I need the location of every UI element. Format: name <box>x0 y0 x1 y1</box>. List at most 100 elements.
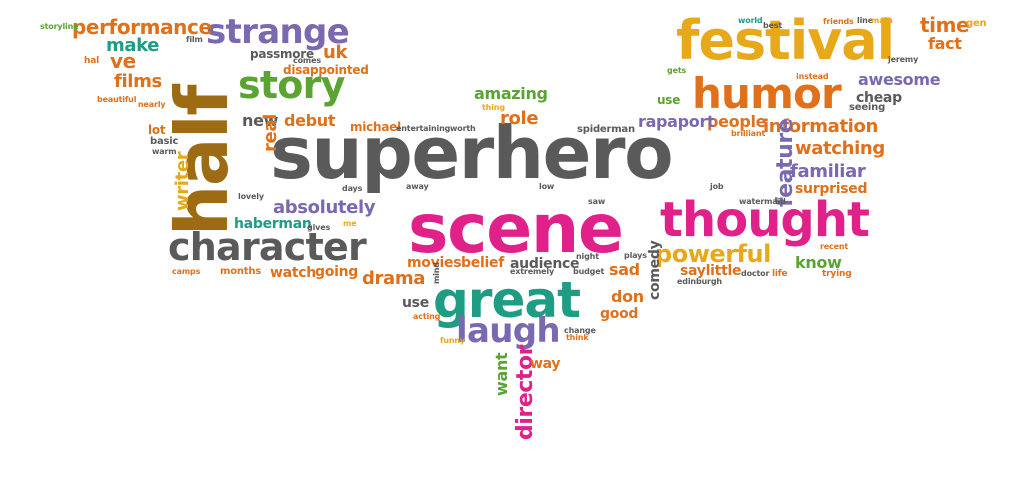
word-debut: debut <box>284 111 336 130</box>
word-budget: budget <box>573 267 605 276</box>
word-night: night <box>576 252 599 261</box>
word-change: change <box>564 326 596 335</box>
word-amazing: amazing <box>474 84 548 103</box>
word-scene: scene <box>408 190 624 269</box>
word-surprised: surprised <box>795 181 868 197</box>
word-laugh: laugh <box>456 311 561 351</box>
word-time: time <box>920 13 970 37</box>
word-doctor: doctor <box>741 269 770 278</box>
word-powerful: powerful <box>655 240 771 268</box>
word-saylittle: saylittle <box>680 263 742 279</box>
word-brilliant: brilliant <box>731 129 766 138</box>
word-instead: instead <box>796 72 829 81</box>
word-trying: trying <box>822 269 852 279</box>
word-real: real <box>260 114 281 152</box>
word-basic: basic <box>150 136 179 147</box>
word-away: away <box>406 182 429 191</box>
word-want: want <box>492 352 511 396</box>
word-ve: ve <box>110 49 136 73</box>
word-strange: strange <box>206 12 350 52</box>
word-gets: gets <box>667 66 687 75</box>
word-passmore: passmore <box>250 47 314 61</box>
word-new: new <box>242 111 279 130</box>
word-use-green: use <box>657 93 681 107</box>
word-movies: movies <box>407 255 462 271</box>
word-lot: lot <box>148 123 166 137</box>
word-humor: humor <box>692 69 842 118</box>
word-world: world <box>738 16 763 25</box>
word-worth: worth <box>450 124 476 133</box>
word-gives: gives <box>307 223 331 232</box>
word-absolutely: absolutely <box>273 197 376 218</box>
word-role: role <box>500 108 539 129</box>
word-nearly: nearly <box>138 100 166 109</box>
word-going: going <box>315 264 359 280</box>
word-storyline: storyline <box>40 22 79 31</box>
word-feature: feature <box>773 118 798 207</box>
word-festival: festival <box>676 9 895 72</box>
word-belief: belief <box>461 255 505 271</box>
word-uk: uk <box>323 42 348 63</box>
word-information: information <box>763 116 878 137</box>
word-spiderman: spiderman <box>577 124 635 135</box>
word-entertaining: entertaining <box>396 124 451 133</box>
word-funny: funny <box>440 336 465 345</box>
word-watermaid: watermaid <box>739 197 786 206</box>
word-familiar: familiar <box>790 161 866 182</box>
word-job: job <box>710 182 724 191</box>
word-comedy: comedy <box>647 240 663 300</box>
word-drama: drama <box>362 268 426 289</box>
word-line: line <box>857 16 873 25</box>
word-fact: fact <box>928 34 962 53</box>
word-months: months <box>220 266 262 277</box>
word-main: main <box>871 16 893 25</box>
word-film: film <box>186 35 203 44</box>
word-plays: plays <box>624 251 647 260</box>
word-story: story <box>238 63 345 107</box>
word-edinburgh: edinburgh <box>677 277 722 286</box>
word-acting: acting <box>413 312 441 321</box>
word-low: low <box>539 182 555 191</box>
word-hal: hal <box>84 56 100 66</box>
word-character: character <box>168 225 367 269</box>
word-warm: warm <box>152 147 177 156</box>
word-sad: sad <box>609 260 640 279</box>
word-great: great <box>433 271 581 329</box>
word-extremely: extremely <box>510 267 555 276</box>
word-don: don <box>611 287 644 306</box>
word-lovely: lovely <box>238 192 264 201</box>
word-best: best <box>763 21 783 30</box>
word-recent: recent <box>820 242 849 251</box>
word-thing: thing <box>482 103 505 112</box>
word-me: me <box>343 219 357 228</box>
word-mind: mind <box>432 262 441 284</box>
word-seeing: seeing <box>849 102 886 113</box>
word-superhero: superhero <box>270 111 674 195</box>
word-use-gray: use <box>402 295 429 311</box>
word-saw: saw <box>588 197 606 206</box>
word-jeremy: jeremy <box>888 55 919 64</box>
word-thought: thought <box>660 192 870 248</box>
word-cheap: cheap <box>856 90 902 106</box>
word-make: make <box>106 35 160 56</box>
word-writer: writer <box>172 151 193 211</box>
word-watching: watching <box>795 138 885 159</box>
word-friends: friends <box>823 17 854 26</box>
word-performance: performance <box>72 15 212 39</box>
word-know: know <box>795 253 842 272</box>
word-beautiful: beautiful <box>97 95 137 104</box>
word-days: days <box>342 184 363 193</box>
word-awesome: awesome <box>858 70 941 89</box>
word-rapaport: rapaport <box>638 112 715 131</box>
word-watch: watch <box>270 265 316 281</box>
word-audience: audience <box>510 256 580 272</box>
word-disappointed: disappointed <box>283 63 369 77</box>
word-michael: michael <box>350 120 401 134</box>
word-think: think <box>566 333 589 342</box>
word-way: way <box>530 356 561 372</box>
word-gen: gen <box>966 18 987 29</box>
word-films: films <box>114 71 162 92</box>
word-haberman: haberman <box>234 216 312 232</box>
word-life: life <box>772 269 788 279</box>
